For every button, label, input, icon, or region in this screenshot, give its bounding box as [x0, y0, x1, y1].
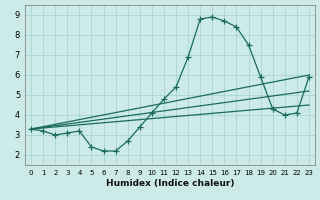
X-axis label: Humidex (Indice chaleur): Humidex (Indice chaleur) — [106, 179, 234, 188]
